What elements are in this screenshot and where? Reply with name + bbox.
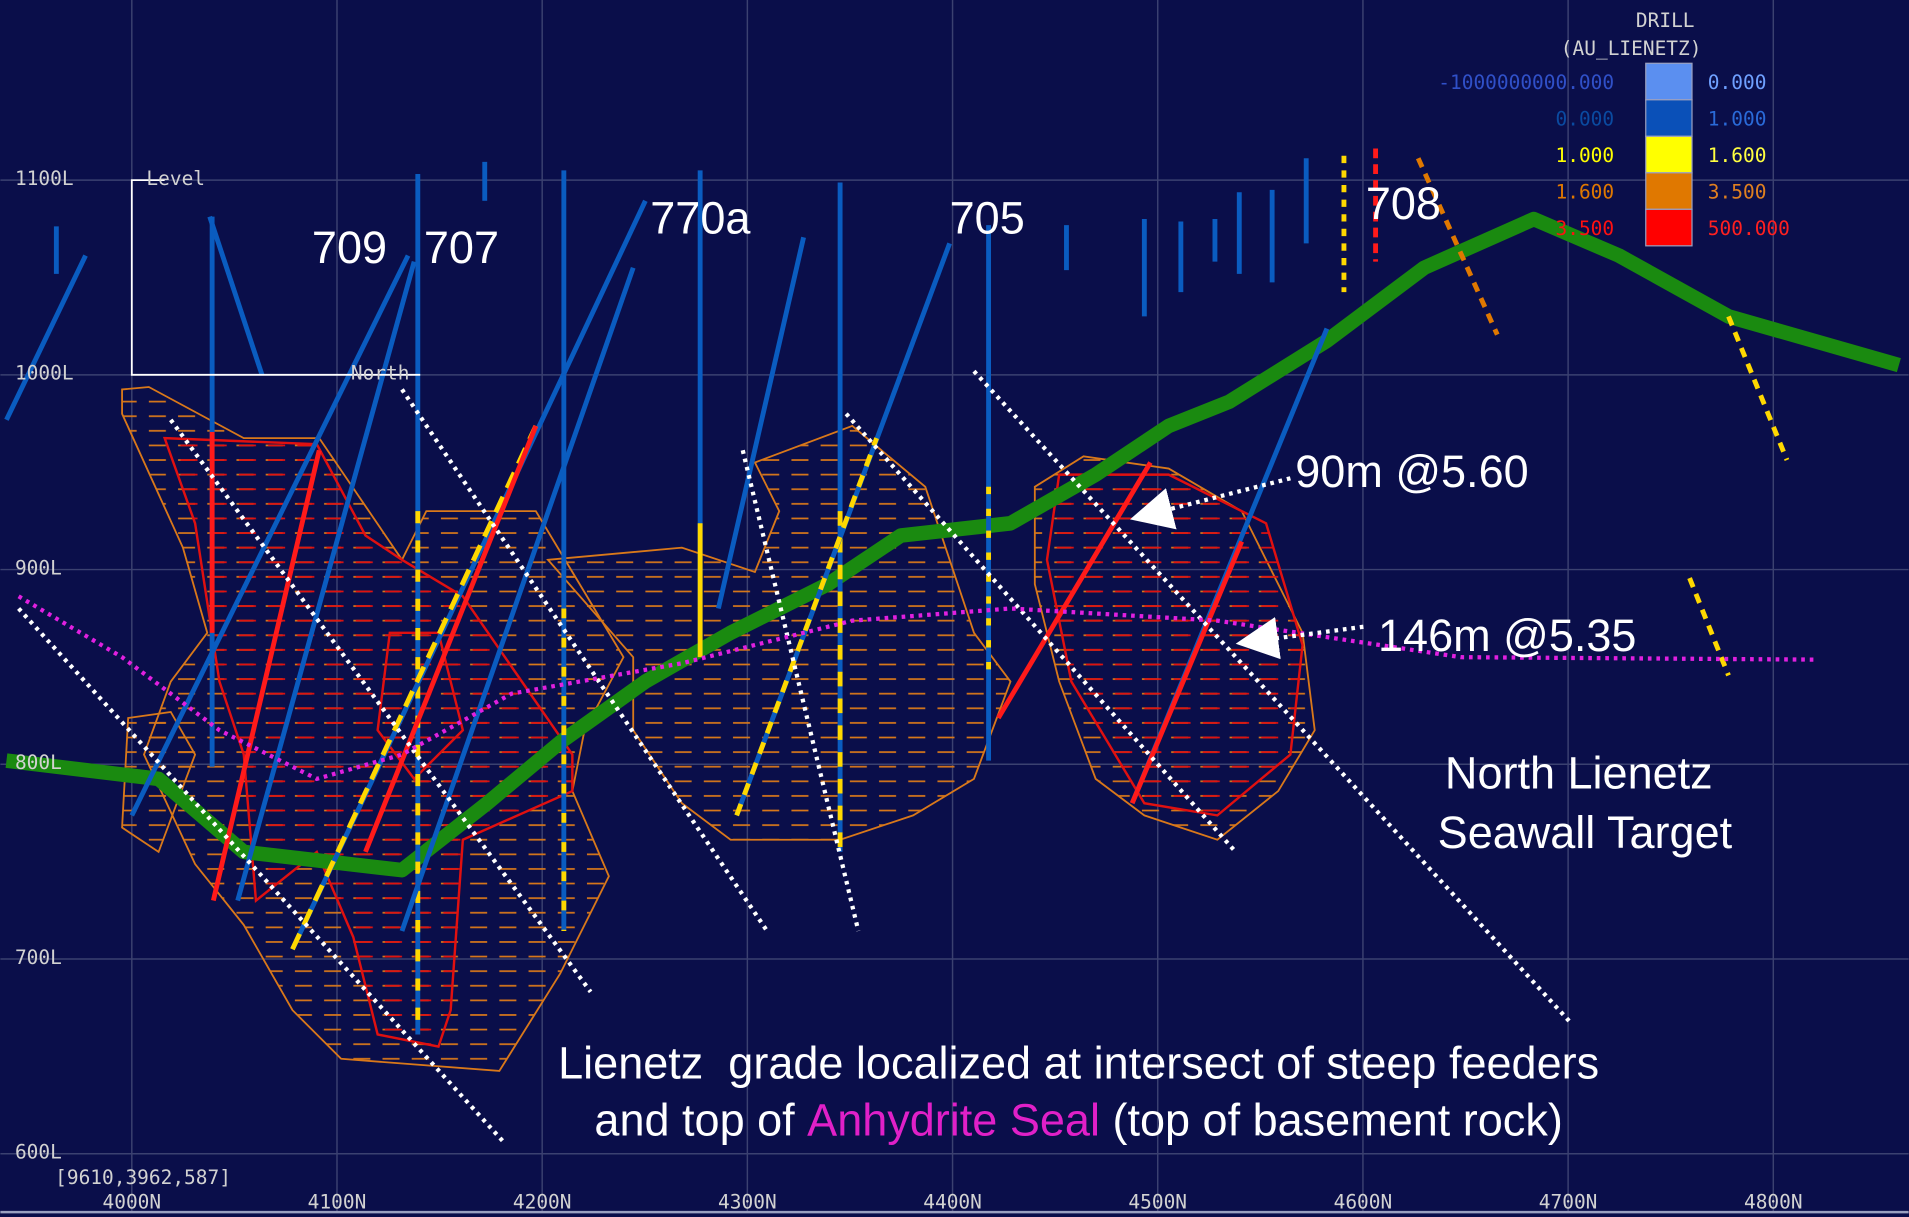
- hole-label: 770a: [650, 193, 751, 244]
- hole-label: 707: [424, 222, 499, 273]
- frame-label: Level: [146, 167, 205, 190]
- level-label: 900L: [15, 556, 62, 579]
- legend-from: -1000000000.000: [1438, 71, 1614, 94]
- northing-label: 4000N: [103, 1190, 162, 1213]
- legend-title: DRILL: [1636, 9, 1695, 32]
- anhydrite-seal: [17, 594, 1814, 782]
- level-label: 700L: [15, 946, 62, 969]
- legend-swatch: [1645, 99, 1693, 137]
- hole-label: 709: [312, 222, 387, 273]
- northing-label: 4400N: [923, 1190, 982, 1213]
- legend-from: 1.000: [1556, 144, 1615, 167]
- northing-label: 4300N: [718, 1190, 777, 1213]
- legend-to: 3.500: [1708, 180, 1767, 203]
- northing-label: 4100N: [308, 1190, 367, 1213]
- northing-label: 4200N: [513, 1190, 572, 1213]
- legend-from: 3.500: [1556, 217, 1615, 240]
- hole-label: 708: [1366, 178, 1441, 229]
- caption-text: and top of: [594, 1094, 807, 1145]
- legend-subtitle: (AU_LIENETZ): [1561, 37, 1702, 60]
- level-label: 800L: [15, 751, 62, 774]
- legend-to: 0.000: [1708, 71, 1767, 94]
- intercept-label: 90m @5.60: [1295, 446, 1528, 497]
- legend-from: 1.600: [1556, 180, 1615, 203]
- level-labels: 1100L 1000L 900L 800L 700L 600L: [15, 167, 74, 1164]
- northing-label: 4600N: [1334, 1190, 1393, 1213]
- caption-line: Lienetz grade localized at intersect of …: [558, 1037, 1599, 1088]
- northing-label: 4500N: [1128, 1190, 1187, 1213]
- northing-label: 4700N: [1539, 1190, 1598, 1213]
- zones: [121, 386, 1316, 1072]
- drill-holes: [4, 148, 1790, 1035]
- legend-to: 1.000: [1708, 107, 1767, 130]
- caption-highlight: Anhydrite Seal: [807, 1094, 1100, 1145]
- frame-label: North: [351, 362, 410, 385]
- level-label: 600L: [15, 1141, 62, 1164]
- target-label: Seawall Target: [1438, 807, 1733, 858]
- hole-label: 705: [950, 193, 1025, 244]
- legend-to: 500.000: [1708, 217, 1790, 240]
- legend-swatch: [1645, 135, 1693, 174]
- legend-swatch: [1645, 208, 1693, 247]
- level-label: 1000L: [15, 362, 74, 385]
- target-label: North Lienetz: [1445, 748, 1713, 799]
- level-frame: [130, 179, 421, 376]
- legend-swatch: [1645, 172, 1693, 210]
- legend-from: 0.000: [1556, 107, 1615, 130]
- legend-swatch: [1645, 62, 1693, 101]
- level-label: 1100L: [15, 167, 74, 190]
- northing-labels: 4000N 4100N 4200N 4300N 4400N 4500N 4600N 4700N…: [103, 1190, 1803, 1213]
- northing-label: 4800N: [1744, 1190, 1803, 1213]
- legend-to: 1.600: [1708, 144, 1767, 167]
- feeders: [17, 369, 1572, 1146]
- arrow: [1130, 476, 1291, 530]
- arrow: [1235, 616, 1364, 660]
- caption-text: (top of basement rock): [1100, 1094, 1563, 1145]
- intercept-label: 146m @5.35: [1378, 610, 1636, 661]
- caption-line: and top of Anhydrite Seal (top of baseme…: [594, 1094, 1562, 1145]
- legend: -1000000000.000 0.000 0.000 1.000 1.000 1.600…: [1438, 62, 1790, 247]
- coordinates: [9610,3962,587]: [55, 1166, 231, 1189]
